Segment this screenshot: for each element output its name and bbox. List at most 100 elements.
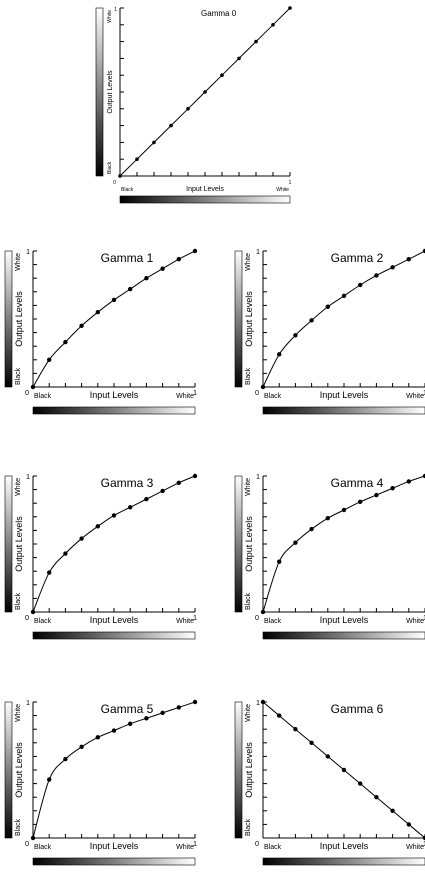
output-gradient-bar (4, 250, 13, 388)
data-point-8 (390, 265, 395, 270)
data-point-6 (220, 73, 224, 77)
data-point-5 (111, 728, 117, 733)
chart-title: Gamma 0 (201, 9, 237, 18)
data-point-8 (390, 486, 395, 491)
chart-title: Gamma 3 (101, 476, 154, 490)
x-axis-label: Input Levels (90, 615, 139, 625)
y-tick-label-1: 1 (26, 472, 30, 481)
data-point-9 (406, 256, 411, 262)
data-point-6 (128, 286, 133, 292)
x-tick-label-1: 1 (289, 180, 292, 186)
input-gradient-bar (32, 406, 196, 415)
data-point-9 (176, 705, 181, 710)
data-point-0 (30, 384, 36, 390)
x-tick-label-0: 0 (255, 388, 259, 397)
data-point-1 (47, 777, 52, 782)
y-end-label-white: White (15, 253, 22, 271)
data-point-4 (95, 524, 101, 529)
data-point-0 (30, 609, 36, 615)
output-gradient-bar (234, 701, 243, 839)
y-end-label-white: White (245, 478, 252, 496)
y-axis-label: Output Levels (244, 291, 254, 347)
x-axis-label: Input Levels (90, 390, 139, 400)
y-tick-label-1: 1 (26, 247, 30, 256)
y-axis-label: Output Levels (14, 516, 24, 572)
data-point-2 (293, 540, 298, 545)
series-line (262, 250, 425, 388)
chart-2: Gamma 2 Input Levels Output Levels Black Whi… (234, 247, 425, 415)
data-point-5 (111, 297, 117, 303)
data-point-3 (309, 318, 314, 323)
x-axis-label: Input Levels (186, 186, 224, 193)
data-point-1 (47, 570, 52, 575)
x-end-label-white: White (276, 187, 289, 193)
output-gradient-bar (234, 250, 243, 388)
x-end-label-white: White (406, 844, 424, 851)
data-point-7 (237, 56, 241, 61)
data-point-7 (374, 273, 379, 278)
x-axis-label: Input Levels (90, 841, 139, 851)
x-tick-label-1: 1 (193, 839, 197, 848)
x-tick-label-0: 0 (255, 839, 259, 848)
data-point-8 (160, 710, 165, 716)
x-axis-label: Input Levels (320, 390, 369, 400)
data-point-9 (406, 479, 411, 484)
data-point-6 (358, 781, 363, 786)
data-point-7 (374, 795, 379, 800)
data-point-5 (341, 507, 347, 513)
output-gradient-bar (4, 475, 13, 613)
chart-title: Gamma 6 (331, 702, 384, 716)
x-end-label-black: Black (121, 187, 134, 193)
input-gradient-bar (262, 631, 425, 640)
data-point-10 (422, 835, 425, 841)
x-tick-label-0: 0 (25, 613, 29, 622)
x-end-label-white: White (176, 844, 194, 851)
data-point-10 (192, 699, 198, 705)
data-point-2 (63, 551, 68, 556)
data-point-8 (160, 488, 165, 494)
y-axis-label: Output Levels (14, 742, 24, 798)
x-end-label-white: White (176, 393, 194, 400)
x-tick-label-0: 0 (255, 613, 259, 622)
x-end-label-white: White (406, 618, 424, 625)
y-tick-label-1: 1 (26, 698, 30, 707)
data-point-5 (341, 293, 347, 299)
series-line (32, 250, 196, 388)
input-gradient-bar (32, 857, 196, 866)
data-point-1 (47, 357, 52, 362)
data-point-1 (277, 713, 282, 718)
x-tick-label-0: 0 (113, 180, 116, 186)
x-tick-label-1: 1 (193, 388, 197, 397)
data-point-10 (422, 473, 425, 479)
chart-title: Gamma 2 (331, 251, 384, 265)
data-point-2 (293, 333, 298, 338)
chart-4: Gamma 4 Input Levels Output Levels Black Whi… (234, 472, 425, 640)
data-point-3 (169, 123, 173, 128)
x-tick-label-1: 1 (423, 613, 425, 622)
data-point-2 (63, 339, 68, 345)
data-point-1 (277, 352, 282, 357)
y-axis-label: Output Levels (107, 70, 114, 114)
chart-6: Gamma 6 Input Levels Output Levels Black Whi… (234, 698, 425, 866)
x-end-label-white: White (176, 618, 194, 625)
y-end-label-white: White (15, 704, 22, 722)
input-gradient-bar (262, 857, 425, 866)
output-gradient-bar (95, 7, 104, 177)
data-point-10 (192, 473, 198, 479)
data-point-9 (271, 23, 275, 27)
data-point-0 (30, 835, 36, 841)
data-point-3 (79, 744, 84, 750)
data-point-7 (374, 492, 379, 498)
chart-0: Gamma 0 Input Levels Output Levels Black Whi… (95, 6, 292, 204)
data-point-9 (406, 822, 411, 827)
data-point-3 (79, 536, 84, 541)
data-point-0 (260, 699, 266, 705)
data-point-2 (63, 756, 68, 762)
output-gradient-bar (234, 475, 243, 613)
series-line (32, 701, 196, 839)
data-point-7 (144, 716, 149, 721)
data-point-4 (95, 310, 101, 315)
data-point-9 (176, 256, 181, 262)
data-point-10 (422, 248, 425, 254)
data-point-6 (358, 499, 363, 505)
